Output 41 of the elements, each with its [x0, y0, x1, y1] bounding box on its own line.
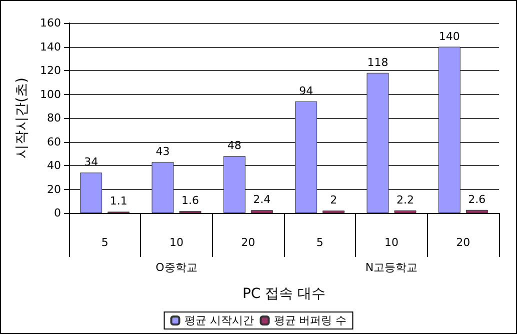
data-label: 118	[367, 56, 388, 69]
bar	[438, 46, 460, 213]
y-tick-label: 60	[47, 135, 61, 148]
x-tick-label: 20	[241, 236, 256, 249]
y-tick-label: 0	[54, 206, 61, 220]
data-label: 43	[156, 144, 170, 158]
bar	[394, 210, 416, 213]
x-axis-title: PC 접속 대수	[242, 286, 326, 302]
y-tick-label: 100	[40, 88, 61, 101]
y-tick-label: 40	[47, 159, 61, 172]
bar	[223, 156, 246, 213]
data-label: 140	[438, 30, 460, 43]
data-label: 48	[227, 139, 242, 152]
text: N고등학교	[365, 261, 418, 274]
y-tick-label: 140	[40, 40, 61, 54]
y-tick-label: 20	[47, 182, 61, 196]
bar	[152, 162, 174, 213]
data-label: 1.6	[182, 194, 199, 208]
bar	[250, 210, 273, 213]
legend-label: 평균 시작시간	[184, 314, 254, 327]
bar	[466, 210, 488, 213]
data-label: 2.6	[468, 192, 486, 206]
x-tick-label: 20	[456, 236, 470, 249]
y-tick-label: 80	[47, 112, 61, 124]
text: O중학교	[156, 261, 198, 274]
x-tick-label: 5	[316, 236, 324, 249]
bar	[366, 72, 389, 213]
data-label: 94	[299, 84, 314, 98]
y-tick-label: 160	[40, 16, 61, 30]
data-label: 2	[330, 194, 338, 207]
x-tick-label: 5	[101, 236, 108, 249]
data-label: 1.1	[110, 194, 128, 208]
y-axis-title: 시작시간(초)	[14, 78, 30, 158]
x-tick-label: 10	[170, 236, 184, 249]
data-label: 2.2	[396, 193, 414, 206]
x-tick-label: 10	[384, 236, 398, 249]
legend-label: 평균 버퍼링 수	[274, 314, 347, 327]
y-tick-label: 120	[40, 64, 61, 77]
data-label: 2.4	[253, 193, 271, 206]
bar	[80, 172, 102, 213]
bar	[295, 101, 318, 213]
